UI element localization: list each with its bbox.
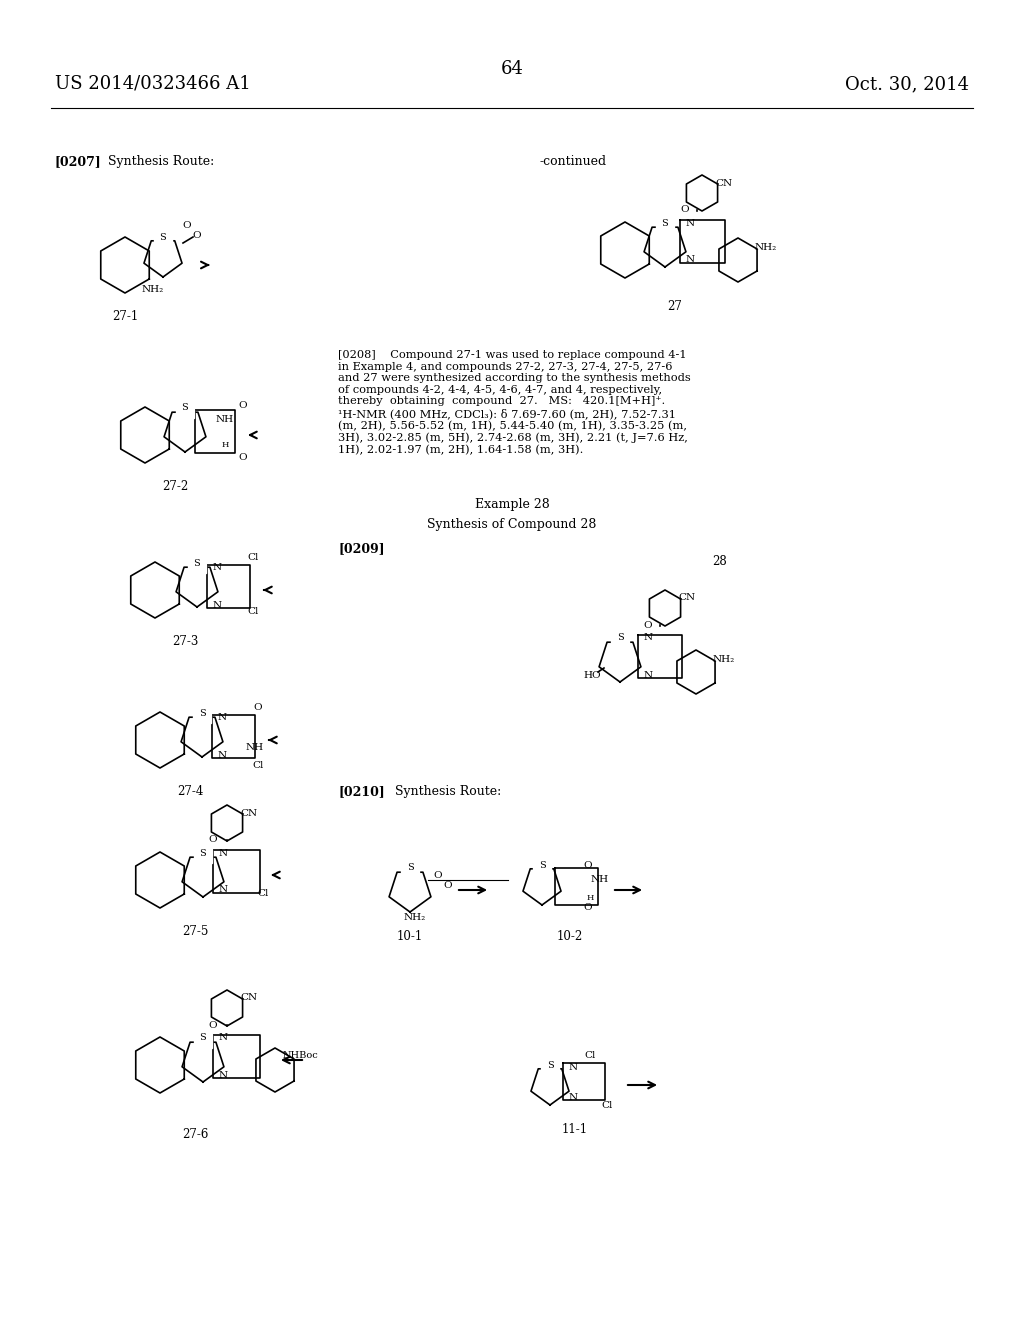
Text: N: N <box>568 1093 578 1101</box>
Text: S: S <box>539 861 546 870</box>
Text: O: O <box>209 1020 217 1030</box>
Text: O: O <box>209 836 217 845</box>
Text: NH₂: NH₂ <box>713 656 735 664</box>
Text: N: N <box>212 601 221 610</box>
Text: [0207]: [0207] <box>55 154 101 168</box>
Text: Synthesis Route:: Synthesis Route: <box>108 154 214 168</box>
Text: 27-3: 27-3 <box>172 635 199 648</box>
Text: O: O <box>443 880 453 890</box>
Text: Cl: Cl <box>257 888 268 898</box>
Text: HO: HO <box>584 671 601 680</box>
Text: N: N <box>217 751 226 759</box>
Text: NH₂: NH₂ <box>755 243 777 252</box>
Text: H: H <box>221 441 228 449</box>
Text: S: S <box>547 1060 553 1069</box>
Text: H: H <box>587 894 594 902</box>
Text: S: S <box>616 634 624 643</box>
Text: N: N <box>218 886 227 895</box>
Text: S: S <box>160 232 166 242</box>
Text: [0210]: [0210] <box>338 785 385 799</box>
Text: NH: NH <box>216 416 234 425</box>
Text: US 2014/0323466 A1: US 2014/0323466 A1 <box>55 75 251 92</box>
Text: NH: NH <box>591 875 609 884</box>
Text: CN: CN <box>679 594 695 602</box>
Text: [0208]    Compound 27-1 was used to replace compound 4-1
in Example 4, and compo: [0208] Compound 27-1 was used to replace… <box>338 350 691 455</box>
Text: 10-1: 10-1 <box>397 931 423 942</box>
Text: Synthesis Route:: Synthesis Route: <box>395 785 502 799</box>
Text: S: S <box>194 558 201 568</box>
Text: S: S <box>200 1034 207 1043</box>
Text: NH₂: NH₂ <box>142 285 164 293</box>
Text: NH: NH <box>246 743 264 752</box>
Text: O: O <box>182 220 191 230</box>
Text: N: N <box>212 564 221 573</box>
Text: Cl: Cl <box>248 553 259 562</box>
Text: O: O <box>434 870 442 879</box>
Text: 27-4: 27-4 <box>177 785 203 799</box>
Text: O: O <box>584 903 592 912</box>
Text: S: S <box>662 219 669 227</box>
Text: [0209]: [0209] <box>338 543 385 554</box>
Text: N: N <box>217 714 226 722</box>
Text: CN: CN <box>241 808 258 817</box>
Text: 27-1: 27-1 <box>112 310 138 323</box>
Text: S: S <box>181 404 188 412</box>
Text: Oct. 30, 2014: Oct. 30, 2014 <box>845 75 969 92</box>
Text: N: N <box>218 849 227 858</box>
Text: O: O <box>644 620 652 630</box>
Text: Cl: Cl <box>248 607 259 616</box>
Text: 11-1: 11-1 <box>562 1123 588 1137</box>
Text: 10-2: 10-2 <box>557 931 583 942</box>
Text: Synthesis of Compound 28: Synthesis of Compound 28 <box>427 517 597 531</box>
Text: N: N <box>643 634 652 643</box>
Text: S: S <box>407 863 414 873</box>
Text: NH₂: NH₂ <box>403 913 426 923</box>
Text: CN: CN <box>716 178 732 187</box>
Text: 64: 64 <box>501 59 523 78</box>
Text: N: N <box>218 1071 227 1080</box>
Text: -continued: -continued <box>540 154 607 168</box>
Text: Cl: Cl <box>601 1101 612 1110</box>
Text: N: N <box>568 1063 578 1072</box>
Text: O: O <box>584 861 592 870</box>
Text: N: N <box>685 256 694 264</box>
Text: S: S <box>200 849 207 858</box>
Text: Example 28: Example 28 <box>475 498 549 511</box>
Text: 27-5: 27-5 <box>182 925 208 939</box>
Text: O: O <box>681 206 689 214</box>
Text: N: N <box>643 671 652 680</box>
Text: Cl: Cl <box>585 1051 596 1060</box>
Text: 27-2: 27-2 <box>162 480 188 492</box>
Text: N: N <box>685 219 694 227</box>
Text: Cl: Cl <box>252 760 264 770</box>
Text: O: O <box>239 453 248 462</box>
Text: 27: 27 <box>668 300 682 313</box>
Text: O: O <box>254 704 262 713</box>
Text: NHBoc: NHBoc <box>283 1051 317 1060</box>
Text: 27-6: 27-6 <box>182 1129 208 1140</box>
Text: 28: 28 <box>713 554 727 568</box>
Text: CN: CN <box>241 994 258 1002</box>
Text: O: O <box>239 400 248 409</box>
Text: S: S <box>199 709 206 718</box>
Text: N: N <box>218 1034 227 1043</box>
Text: O: O <box>193 231 202 239</box>
